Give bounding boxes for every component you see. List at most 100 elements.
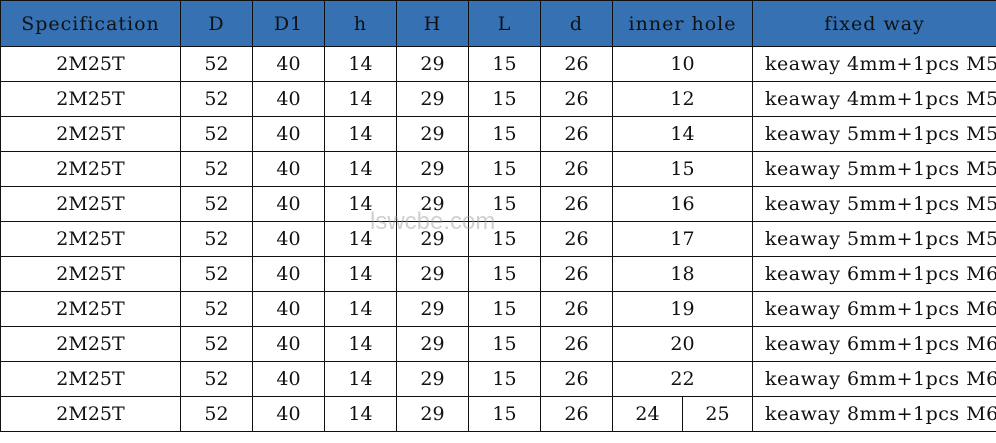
table-cell: 14 xyxy=(324,256,397,292)
table-cell: 52 xyxy=(180,256,253,292)
table-cell: 15 xyxy=(468,116,541,152)
table-cell: 40 xyxy=(252,361,325,397)
table-cell: 14 xyxy=(324,186,397,222)
table-cell: 29 xyxy=(396,46,469,82)
table-cell: 14 xyxy=(324,46,397,82)
table-cell: 26 xyxy=(540,46,613,82)
table-cell: 52 xyxy=(180,46,253,82)
table-cell: keaway 5mm+1pcs M5 xyxy=(752,116,996,152)
table-cell: keaway 6mm+1pcs M6 xyxy=(752,256,996,292)
table-row: 2M25T 52 40 14 29 15 26 24 25 keaway 8mm+1pcs M6 xyxy=(0,396,996,432)
table-cell: 14 xyxy=(324,291,397,327)
table-cell: 14 xyxy=(324,116,397,152)
table-cell: 52 xyxy=(180,116,253,152)
table-cell: 16 xyxy=(611,186,754,222)
table-row: 2M25T 52 40 14 29 15 26 20 keaway 6mm+1pcs M6 xyxy=(0,326,996,362)
table-cell: 14 xyxy=(324,81,397,117)
table-cell: 14 xyxy=(324,151,397,187)
table-cell: 26 xyxy=(540,256,613,292)
table-row: 2M25T 52 40 14 29 15 26 17 keaway 5mm+1pcs M5 xyxy=(0,221,996,257)
table-cell: 20 xyxy=(611,326,754,362)
table-row: 2M25T 52 40 14 29 15 26 14 keaway 5mm+1pcs M5 xyxy=(0,116,996,152)
table-cell: 29 xyxy=(396,256,469,292)
table-cell: 25 xyxy=(681,396,754,432)
table-cell: 2M25T xyxy=(0,291,181,327)
table-cell: 15 xyxy=(468,186,541,222)
table-cell: 15 xyxy=(468,151,541,187)
table-row: 2M25T 52 40 14 29 15 26 19 keaway 6mm+1pcs M6 xyxy=(0,291,996,327)
table-cell: 15 xyxy=(468,81,541,117)
table-cell: 52 xyxy=(180,81,253,117)
table-cell: 40 xyxy=(252,396,325,432)
table-cell: 2M25T xyxy=(0,186,181,222)
column-header: d xyxy=(540,0,613,47)
table-cell: 18 xyxy=(611,256,754,292)
table-cell: 40 xyxy=(252,151,325,187)
table-cell: 26 xyxy=(540,186,613,222)
table-cell: 15 xyxy=(468,361,541,397)
table-cell: 2M25T xyxy=(0,396,181,432)
table-cell: 29 xyxy=(396,116,469,152)
table-cell: 2M25T xyxy=(0,326,181,362)
table-cell: 14 xyxy=(324,221,397,257)
table-cell: 2M25T xyxy=(0,221,181,257)
column-header: D xyxy=(180,0,253,47)
table-cell: keaway 8mm+1pcs M6 xyxy=(752,396,996,432)
table-cell: 15 xyxy=(468,256,541,292)
table-cell: 40 xyxy=(252,186,325,222)
table-cell: keaway 5mm+1pcs M5 xyxy=(752,151,996,187)
table-row: 2M25T 52 40 14 29 15 26 10 keaway 4mm+1pcs M5 xyxy=(0,46,996,82)
table-row: 2M25T 52 40 14 29 15 26 16 keaway 5mm+1pcs M5 xyxy=(0,186,996,222)
table-cell: 29 xyxy=(396,151,469,187)
table-cell: keaway 6mm+1pcs M6 xyxy=(752,291,996,327)
table-cell: 29 xyxy=(396,81,469,117)
table-cell: 26 xyxy=(540,221,613,257)
table-cell: 2M25T xyxy=(0,256,181,292)
table-cell: 52 xyxy=(180,221,253,257)
table-cell: 29 xyxy=(396,361,469,397)
column-header: fixed way xyxy=(752,0,996,47)
table-cell: 22 xyxy=(611,361,754,397)
table-cell: keaway 5mm+1pcs M5 xyxy=(752,221,996,257)
table-cell: 29 xyxy=(396,186,469,222)
table-cell: 52 xyxy=(180,291,253,327)
table-cell: 17 xyxy=(611,221,754,257)
table-cell: 40 xyxy=(252,291,325,327)
table-cell: 24 xyxy=(612,396,683,432)
table-cell: keaway 6mm+1pcs M6 xyxy=(752,326,996,362)
column-header: h xyxy=(324,0,397,47)
table-cell: 52 xyxy=(180,361,253,397)
table-cell: 2M25T xyxy=(0,81,181,117)
column-header: H xyxy=(396,0,469,47)
table-cell: 40 xyxy=(252,81,325,117)
table-row: 2M25T 52 40 14 29 15 26 15 keaway 5mm+1pcs M5 xyxy=(0,151,996,187)
table-cell: 2M25T xyxy=(0,151,181,187)
table-cell: 52 xyxy=(180,186,253,222)
column-header: L xyxy=(468,0,541,47)
table-cell: 29 xyxy=(396,326,469,362)
table-cell: 2M25T xyxy=(0,116,181,152)
table-cell: 12 xyxy=(611,81,754,117)
table-cell: 15 xyxy=(468,396,541,432)
table-cell: 14 xyxy=(611,116,754,152)
table-cell: 52 xyxy=(180,396,253,432)
table-row: 2M25T 52 40 14 29 15 26 18 keaway 6mm+1pcs M6 xyxy=(0,256,996,292)
table-cell: 10 xyxy=(611,46,754,82)
table-cell: 26 xyxy=(540,116,613,152)
table-cell: keaway 6mm+1pcs M6 xyxy=(752,361,996,397)
table-cell: 26 xyxy=(540,361,613,397)
table-cell: 15 xyxy=(468,46,541,82)
table-cell: 52 xyxy=(180,151,253,187)
table-cell: keaway 4mm+1pcs M5 xyxy=(752,46,996,82)
table-cell: 29 xyxy=(396,291,469,327)
table-cell: 15 xyxy=(611,151,754,187)
column-header: inner hole xyxy=(611,0,754,47)
table-cell: 26 xyxy=(540,291,613,327)
table-cell: 26 xyxy=(540,81,613,117)
table-cell: 26 xyxy=(540,151,613,187)
table-cell: 15 xyxy=(468,326,541,362)
table-cell: 14 xyxy=(324,361,397,397)
table-cell: keaway 4mm+1pcs M5 xyxy=(752,81,996,117)
table-cell: 40 xyxy=(252,326,325,362)
table-cell: 15 xyxy=(468,291,541,327)
